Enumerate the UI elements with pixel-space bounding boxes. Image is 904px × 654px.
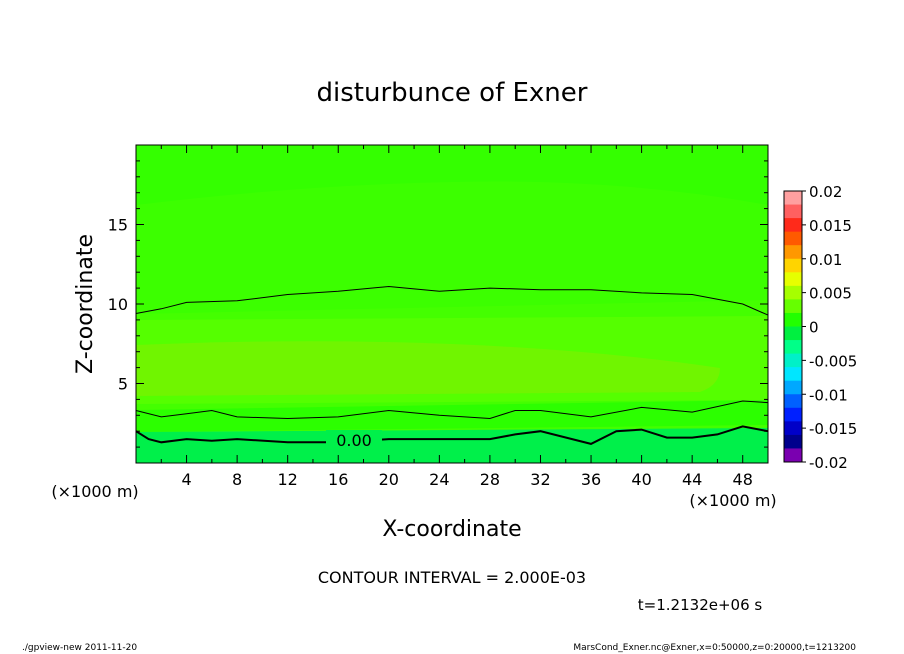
colorbar-swatch <box>784 421 802 436</box>
colorbar-swatch <box>784 245 802 260</box>
plot-area: 0.00 <box>135 144 769 464</box>
x-tick-label: 32 <box>530 470 550 489</box>
x-unit-left: (×1000 m) <box>51 482 138 501</box>
x-unit-right: (×1000 m) <box>689 491 776 510</box>
contour-line <box>135 400 769 420</box>
x-tick-label: 40 <box>631 470 651 489</box>
colorbar-swatch <box>784 340 802 355</box>
x-tick-label: 44 <box>682 470 702 489</box>
contour-line <box>135 285 769 316</box>
contour-line <box>135 425 769 445</box>
colorbar-swatch <box>784 326 802 341</box>
colorbar-label: 0.01 <box>809 251 842 269</box>
colorbar-swatch <box>784 448 802 463</box>
colorbar-label: -0.01 <box>809 386 848 404</box>
colorbar-swatch <box>784 204 802 219</box>
x-tick-label: 24 <box>429 470 449 489</box>
colorbar-label: 0.02 <box>809 183 842 201</box>
colorbar-swatch <box>784 218 802 233</box>
x-tick-label: 12 <box>278 470 298 489</box>
colorbar-swatch <box>784 258 802 273</box>
colorbar-swatch <box>784 353 802 368</box>
field-band-bottom <box>136 428 768 463</box>
colorbar-label: 0.015 <box>809 217 852 235</box>
y-axis: 5 10 15 <box>108 160 768 448</box>
chart-title: disturbunce of Exner <box>317 78 588 108</box>
x-tick-label: 16 <box>328 470 348 489</box>
footer-right: MarsCond_Exner.nc@Exner,x=0:50000,z=0:20… <box>573 643 856 653</box>
colorbar-swatch <box>784 407 802 422</box>
y-tick-label: 5 <box>118 375 128 394</box>
colorbar <box>783 190 803 463</box>
colorbar-swatch <box>784 299 802 314</box>
contour-label: 0.00 <box>336 431 372 450</box>
y-tick-label: 10 <box>108 295 128 314</box>
contour-lines <box>135 285 769 445</box>
colorbar-label: -0.02 <box>809 454 848 472</box>
colorbar-label: -0.015 <box>809 420 857 438</box>
x-tick-label: 8 <box>232 470 242 489</box>
x-tick-label: 28 <box>480 470 500 489</box>
y-tick-label: 15 <box>108 216 128 235</box>
colorbar-swatch <box>784 312 802 327</box>
x-tick-label: 20 <box>379 470 399 489</box>
colorbar-swatch <box>784 285 802 300</box>
x-tick-label: 48 <box>733 470 753 489</box>
colorbar-swatch <box>784 394 802 409</box>
colorbar-swatch <box>784 231 802 246</box>
field-band-core <box>136 341 720 396</box>
contour-interval: CONTOUR INTERVAL = 2.000E-03 <box>318 568 586 587</box>
time-label: t=1.2132e+06 s <box>638 596 763 614</box>
colorbar-swatch <box>784 191 802 206</box>
footer-left: ./gpview-new 2011-11-20 <box>22 643 137 653</box>
colorbar-swatch <box>784 367 802 382</box>
colorbar-label: 0.005 <box>809 285 852 303</box>
colorbar-swatch <box>784 380 802 395</box>
colorbar-labels: 0.02 0.015 0.01 0.005 0 -0.005 -0.01 -0.015 -0.0… <box>802 183 857 472</box>
contour-label-bg <box>326 430 382 448</box>
colorbar-label: 0 <box>809 319 819 337</box>
field-band-upper <box>136 181 768 314</box>
colorbar-swatch <box>784 272 802 287</box>
colorbar-swatch <box>784 434 802 449</box>
x-axis: 4 8 12 16 20 24 28 32 36 40 44 48 <box>160 145 753 489</box>
colorbar-label: -0.005 <box>809 352 857 370</box>
x-tick-label: 4 <box>181 470 191 489</box>
x-axis-label: X-coordinate <box>382 517 521 542</box>
y-axis-label: Z-coordinate <box>73 234 98 374</box>
x-tick-label: 36 <box>581 470 601 489</box>
